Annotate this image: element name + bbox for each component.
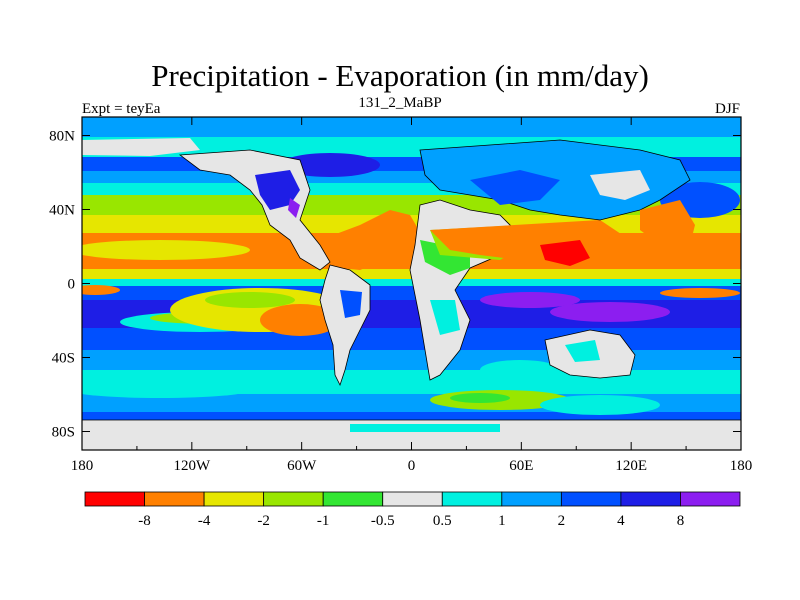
colorbar-label: 0.5 [433, 513, 452, 529]
pacific-equator-orange-w [82, 285, 120, 295]
lon-tick-label: 120E [615, 458, 647, 474]
australia-cyan [565, 340, 600, 362]
pacific-nw-orange [640, 200, 695, 245]
south-indian-cyan [540, 395, 660, 415]
map-area [82, 117, 741, 450]
colorbar-box [501, 491, 562, 507]
colorbar-labels: -8 -4 -2 -1 -0.5 0.5 1 2 4 8 [138, 513, 684, 529]
colorbar-box [322, 491, 384, 507]
colorbar-label: 4 [617, 513, 625, 529]
equator-cyan [82, 279, 741, 286]
colorbar-label: -1 [317, 513, 330, 529]
asia-red [540, 240, 590, 266]
lon-tick-label: 180 [71, 458, 94, 474]
tick-layer [81, 117, 742, 450]
colorbar-box [560, 491, 622, 507]
lon-tick-label: 180 [730, 458, 753, 474]
lon-tick-label: 60W [287, 458, 317, 474]
colorbar-label: -2 [257, 513, 270, 529]
lat-tick-label: 0 [68, 277, 76, 293]
age-label: 131_2_MaBP [358, 95, 442, 111]
arctic-band [82, 117, 741, 137]
colorbar-label: 1 [498, 513, 506, 529]
colorbar-label: -0.5 [371, 513, 395, 529]
colorbar-box [441, 491, 503, 507]
itcz-blue [82, 286, 741, 300]
indian-cyan [480, 360, 560, 380]
eurasia-blue [470, 170, 560, 205]
north-pacific-yellow [82, 240, 250, 260]
south-pacific-lime [205, 292, 295, 308]
south-pacific-cyan [82, 382, 250, 398]
sahara-orange [320, 210, 420, 270]
indian-purple [550, 302, 670, 322]
rockies-purple [288, 198, 300, 218]
colorbar-box [84, 491, 145, 507]
congo-cyan [430, 300, 460, 335]
experiment-label: Expt = teyEa [82, 101, 161, 117]
plot-title: Precipitation - Evaporation (in mm/day) [151, 58, 649, 93]
lat-tick-label: 80S [52, 425, 75, 441]
colorbar-box [144, 491, 205, 507]
pacific-equator-orange [660, 288, 740, 298]
lat-tick-label: 80N [49, 129, 75, 145]
colorbar [84, 491, 741, 507]
north-america-navy [255, 170, 300, 210]
arctic-gray [82, 138, 200, 156]
colorbar-box [382, 491, 443, 507]
south-sky [82, 350, 741, 370]
lon-tick-label: 60E [509, 458, 533, 474]
indian-purple-2 [480, 292, 580, 308]
colorbar-label: 2 [558, 513, 566, 529]
colorbar-box [203, 491, 265, 507]
colorbar-label: -4 [198, 513, 211, 529]
colorbar-label: -8 [138, 513, 151, 529]
amazon-blue [340, 290, 362, 318]
tick-label-layer: 180 120W 60W 0 60E 120E 180 80N 40N 0 40S 80S [49, 129, 752, 475]
season-label: DJF [714, 101, 740, 117]
lat-tick-label: 40S [52, 351, 75, 367]
south-pacific-orange [260, 304, 340, 336]
north-atlantic-navy [280, 153, 380, 177]
colorbar-label: 8 [677, 513, 685, 529]
colorbar-box [680, 491, 741, 507]
lon-tick-label: 120W [173, 458, 211, 474]
colorbar-box [263, 491, 324, 507]
lat-tick-label: 40N [49, 203, 75, 219]
antarctica-outline [82, 419, 741, 450]
siberia-gray [590, 170, 650, 200]
antarctica-cyan [350, 424, 500, 432]
south-indian-green [450, 393, 510, 403]
colorbar-box [620, 491, 681, 507]
lon-tick-label: 0 [408, 458, 416, 474]
